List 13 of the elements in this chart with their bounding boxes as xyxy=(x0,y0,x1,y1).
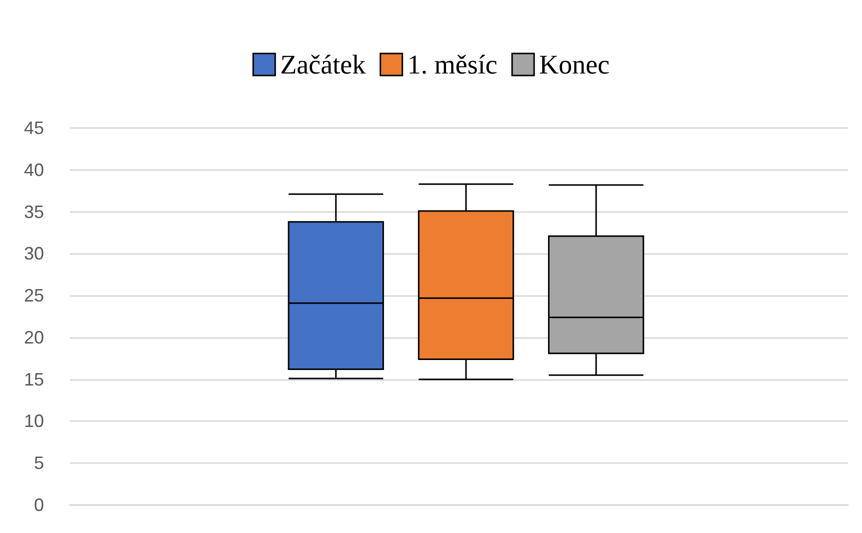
y-tick-label: 45 xyxy=(24,118,44,138)
y-tick-label: 40 xyxy=(24,160,44,180)
y-tick-label: 20 xyxy=(24,327,44,348)
y-tick-label: 5 xyxy=(34,453,44,474)
y-tick-label: 15 xyxy=(24,369,44,390)
legend-label: 1. měsíc xyxy=(407,50,498,80)
y-tick-label: 0 xyxy=(34,495,44,515)
y-tick-label: 10 xyxy=(24,411,44,432)
y-tick-label: 30 xyxy=(24,244,44,264)
legend-label: Začátek xyxy=(280,50,366,80)
legend-label: Konec xyxy=(539,50,610,80)
y-tick-label: 35 xyxy=(24,202,44,222)
y-tick-label: 25 xyxy=(24,286,44,306)
